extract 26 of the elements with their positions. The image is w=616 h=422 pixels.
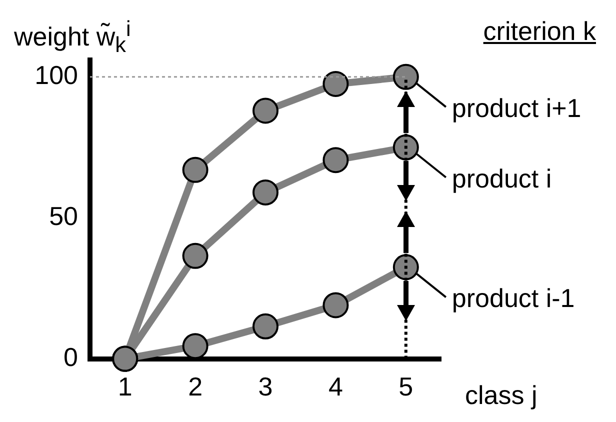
x-tick-label: 5 (398, 372, 414, 402)
point (252, 98, 278, 124)
point (182, 156, 208, 183)
point (182, 242, 208, 269)
x-axis-title: class j (465, 380, 538, 411)
x-tick-label: 4 (328, 372, 343, 402)
point (252, 179, 278, 206)
point (392, 254, 419, 280)
point (182, 333, 208, 360)
legend-label: product i (452, 163, 552, 194)
y-tick-label: 50 (49, 201, 78, 232)
point (392, 64, 419, 90)
y-tick-label: 0 (64, 342, 78, 372)
x-tick-label: 1 (118, 372, 132, 402)
point (112, 346, 138, 372)
point (392, 134, 419, 160)
legend-label: product i-1 (452, 283, 575, 314)
text: criterion k (483, 16, 596, 47)
x-tick-label: 2 (188, 372, 203, 402)
legend-label: product i+1 (452, 92, 582, 123)
point (322, 70, 349, 97)
point (322, 147, 349, 174)
y-tick-label: 100 (34, 60, 78, 90)
x-tick-label: 3 (258, 372, 273, 402)
point (322, 292, 349, 318)
point (252, 313, 278, 340)
